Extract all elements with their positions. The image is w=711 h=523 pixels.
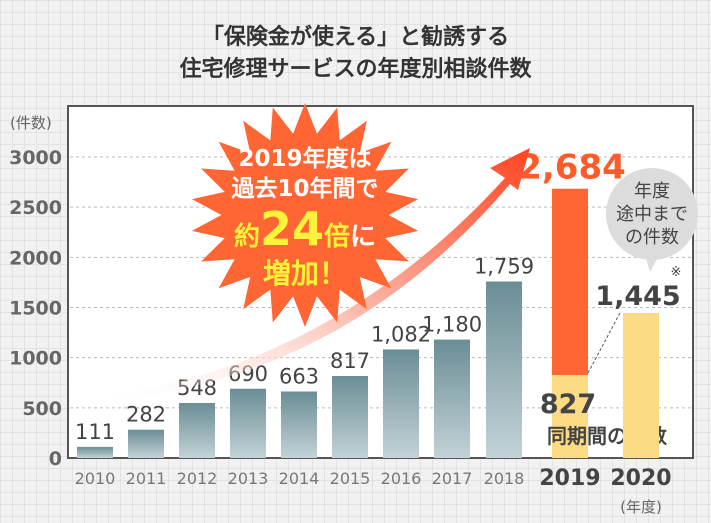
bubble-text: の件数 bbox=[625, 227, 679, 248]
title-line-2: 住宅修理サービスの年度別相談件数 bbox=[179, 57, 532, 82]
x-tick-label-2013: 2013 bbox=[228, 469, 269, 488]
note-bubble bbox=[606, 168, 698, 260]
value-label-2014: 663 bbox=[279, 364, 319, 388]
bar-2011 bbox=[128, 429, 164, 458]
y-tick-label: 500 bbox=[22, 398, 62, 420]
x-tick-label-2018: 2018 bbox=[484, 469, 525, 488]
value-label-2020: 1,445 bbox=[595, 281, 680, 312]
x-tick-label-2020: 2020 bbox=[610, 466, 671, 491]
bar-2017 bbox=[434, 339, 470, 458]
bar-2015 bbox=[332, 376, 368, 458]
value-label-2017: 1,180 bbox=[422, 313, 482, 337]
y-tick-label: 1500 bbox=[9, 298, 62, 320]
bar-2020 bbox=[623, 313, 659, 458]
burst-line-3: 約24倍に bbox=[234, 202, 376, 256]
bar-2012 bbox=[179, 403, 215, 458]
chart-title: 「保険金が使える」と勧誘する 住宅修理サービスの年度別相談件数 bbox=[0, 22, 711, 86]
y-tick-label: 2500 bbox=[9, 197, 62, 219]
y-tick-label: 1000 bbox=[9, 348, 62, 370]
title-line-1: 「保険金が使える」と勧誘する bbox=[201, 25, 510, 50]
y-tick-label: 3000 bbox=[9, 147, 62, 169]
bar-2014 bbox=[281, 391, 317, 458]
y-tick-label: 2000 bbox=[9, 247, 62, 269]
burst-line-2: 過去10年間で bbox=[231, 175, 378, 202]
bar-2013 bbox=[230, 388, 266, 458]
x-tick-label-2010: 2010 bbox=[75, 469, 116, 488]
bar-2016 bbox=[383, 349, 419, 458]
value-label-2018: 1,759 bbox=[474, 255, 534, 279]
value-label-2015: 817 bbox=[330, 349, 370, 373]
value-label-2016: 1,082 bbox=[371, 322, 431, 346]
bar-2018 bbox=[486, 281, 522, 458]
bubble-text: 年度 bbox=[634, 181, 670, 202]
burst-line-1: 2019年度は bbox=[238, 145, 371, 172]
note-mark: ※ bbox=[671, 265, 682, 280]
bar-2019-same-period bbox=[552, 375, 588, 458]
x-tick-label-2014: 2014 bbox=[279, 469, 320, 488]
x-tick-label-2017: 2017 bbox=[432, 469, 473, 488]
value-label-2011: 282 bbox=[126, 403, 166, 427]
x-tick-label-2019: 2019 bbox=[539, 466, 600, 491]
bar-2019 bbox=[552, 188, 588, 376]
y-tick-label: 0 bbox=[49, 448, 62, 470]
x-tick-label-2015: 2015 bbox=[330, 469, 371, 488]
x-tick-label-2016: 2016 bbox=[381, 469, 422, 488]
bar-2010 bbox=[77, 446, 113, 458]
x-tick-label-2011: 2011 bbox=[126, 469, 167, 488]
y-axis-label: (件数) bbox=[10, 114, 52, 132]
value-label-2010: 111 bbox=[75, 420, 115, 444]
x-tick-label-2012: 2012 bbox=[177, 469, 218, 488]
same-period-value-label: 827 bbox=[540, 389, 596, 420]
x-axis-unit-label: (年度) bbox=[620, 498, 662, 516]
value-label-2019: 2,684 bbox=[518, 148, 626, 188]
starburst bbox=[191, 103, 419, 327]
burst-line-4: 増加！ bbox=[263, 257, 347, 290]
bubble-text: 途中まで bbox=[616, 204, 688, 225]
connector-line bbox=[587, 310, 622, 374]
